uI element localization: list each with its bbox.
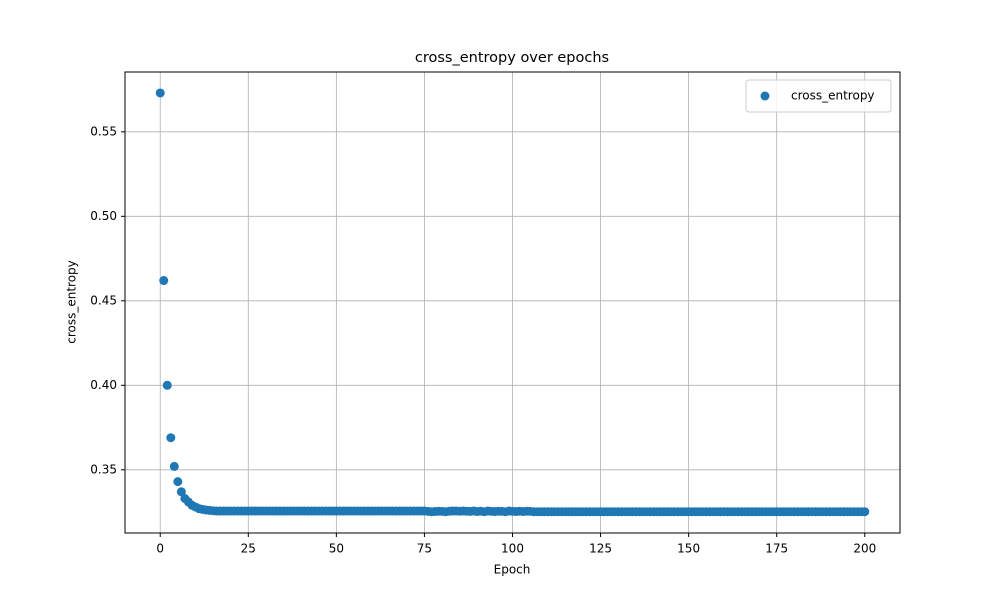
point xyxy=(860,507,870,517)
x-tick-label: 125 xyxy=(589,542,612,556)
y-axis-label: cross_entropy xyxy=(65,260,79,344)
plot-frame xyxy=(124,71,901,534)
y-tick-label: 0.40 xyxy=(90,378,117,392)
point xyxy=(173,477,183,487)
x-tick-label: 175 xyxy=(765,542,788,556)
x-tick-label: 100 xyxy=(501,542,524,556)
y-tick-label: 0.50 xyxy=(90,209,117,223)
x-tick-label: 200 xyxy=(853,542,876,556)
y-tick-label: 0.45 xyxy=(90,293,117,307)
point xyxy=(169,461,179,471)
point xyxy=(162,380,172,390)
point xyxy=(166,433,176,443)
x-tick-label: 25 xyxy=(241,542,256,556)
x-tick-label: 0 xyxy=(156,542,164,556)
legend-label: cross_entropy xyxy=(791,89,875,103)
point xyxy=(159,276,169,286)
x-tick-label: 75 xyxy=(417,542,432,556)
x-axis-label: Epoch xyxy=(494,563,531,577)
x-tick-label: 150 xyxy=(677,542,700,556)
legend-marker xyxy=(760,91,770,101)
chart-title: cross_entropy over epochs xyxy=(415,50,609,66)
point xyxy=(155,88,165,98)
x-tick-label: 50 xyxy=(329,542,344,556)
legend-box xyxy=(745,79,892,113)
y-tick-label: 0.35 xyxy=(90,462,117,476)
y-tick-label: 0.55 xyxy=(90,124,117,138)
point xyxy=(176,487,186,497)
